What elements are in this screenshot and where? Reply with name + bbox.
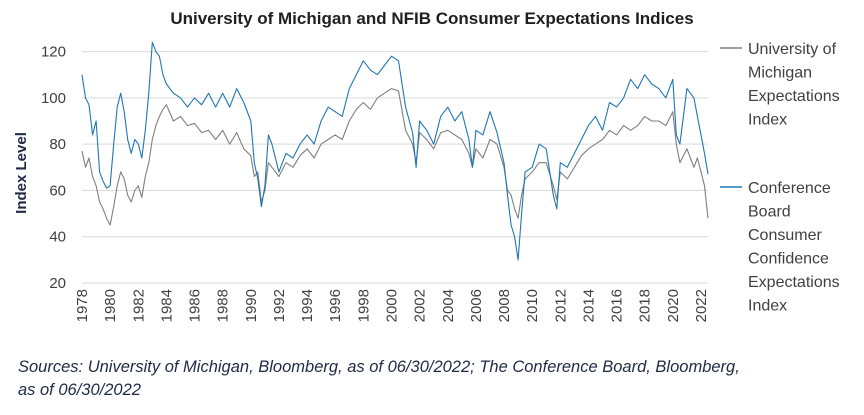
source-line: as of 06/30/2022	[18, 381, 141, 399]
y-tick-label: 80	[49, 136, 66, 153]
x-tick-label: 2000	[383, 289, 400, 322]
x-tick-label: 1986	[187, 289, 204, 322]
x-tick-label: 1988	[215, 289, 232, 322]
chart-title: University of Michigan and NFIB Consumer…	[170, 9, 693, 28]
legend-label: Index	[748, 112, 787, 129]
legend-label: Michigan	[748, 65, 812, 82]
series-line-conference-board	[81, 41, 709, 261]
legend-label: Confidence	[748, 251, 829, 268]
legend-label: Board	[748, 204, 791, 221]
x-tick-label: 2012	[552, 289, 569, 322]
series-lines	[81, 41, 709, 261]
x-tick-label: 1980	[102, 289, 119, 322]
x-tick-label: 2002	[412, 289, 429, 322]
x-tick-label: 1998	[355, 289, 372, 322]
series-line-michigan	[81, 88, 709, 226]
legend-label: University of	[748, 41, 837, 58]
x-axis-ticks: 1978 1980 1982 1984 1986 1988 1990 1992 1994 1996…	[74, 289, 710, 322]
legend-label: Index	[748, 298, 787, 315]
x-tick-label: 2004	[440, 289, 457, 322]
x-tick-label: 1996	[327, 289, 344, 322]
y-tick-label: 20	[49, 275, 66, 292]
x-tick-label: 2018	[637, 289, 654, 322]
y-tick-label: 120	[41, 44, 66, 61]
x-tick-label: 2020	[665, 289, 682, 322]
source-line: Sources: University of Michigan, Bloombe…	[18, 358, 740, 376]
legend-label: Expectations	[748, 88, 840, 105]
legend-label: Consumer	[748, 227, 822, 244]
legend-label: Conference	[748, 180, 831, 197]
legend: University of Michigan Expectations Index Co…	[720, 41, 840, 315]
x-tick-label: 1994	[299, 289, 316, 322]
y-tick-label: 40	[49, 229, 66, 246]
y-tick-label: 60	[49, 182, 66, 199]
x-tick-label: 2016	[609, 289, 626, 322]
x-tick-label: 1984	[158, 289, 175, 322]
source-note: Sources: University of Michigan, Bloombe…	[18, 356, 788, 402]
x-tick-label: 2008	[496, 289, 513, 322]
legend-label: Expectations	[748, 274, 840, 291]
x-tick-label: 1990	[243, 289, 260, 322]
y-axis-label: Index Level	[13, 132, 30, 214]
x-tick-label: 1982	[130, 289, 147, 322]
x-tick-label: 1992	[271, 289, 288, 322]
x-tick-label: 1978	[74, 289, 91, 322]
grid-lines	[82, 51, 708, 284]
y-axis-ticks: 20 40 60 80 100 120	[41, 44, 66, 292]
x-tick-label: 2014	[580, 289, 597, 322]
y-tick-label: 100	[41, 90, 66, 107]
x-tick-label: 2006	[468, 289, 485, 322]
x-tick-label: 2010	[524, 289, 541, 322]
x-tick-label: 2022	[693, 289, 710, 322]
